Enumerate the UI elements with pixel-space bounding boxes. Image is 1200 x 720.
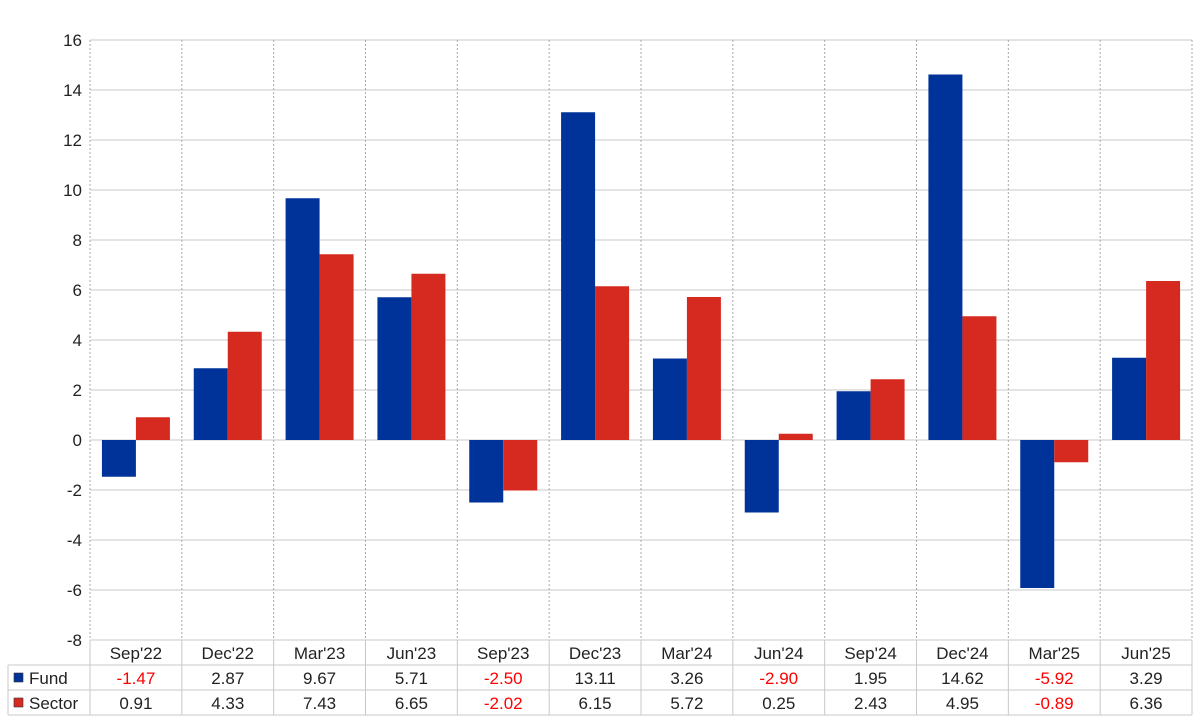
bar-fund-7 [744,440,779,513]
y-tick-label: 10 [63,181,82,200]
data-label-sector: -2.02 [484,694,523,713]
x-category-label: Mar'24 [661,644,712,663]
bar-fund-3 [377,297,412,440]
data-label-fund: 9.67 [303,669,336,688]
data-label-sector: 4.33 [211,694,244,713]
x-category-label: Jun'24 [754,644,804,663]
data-label-fund: 2.87 [211,669,244,688]
y-tick-label: -8 [67,631,82,650]
legend-swatch-fund [13,672,24,683]
bar-sector-5 [595,286,630,440]
data-label-fund: -2.50 [484,669,523,688]
bar-sector-0 [135,417,170,440]
y-tick-label: -6 [67,581,82,600]
bar-sector-9 [962,316,997,440]
data-label-fund: -1.47 [117,669,156,688]
x-category-label: Jun'25 [1121,644,1171,663]
y-tick-label: -2 [67,481,82,500]
y-tick-label: 2 [73,381,82,400]
data-label-fund: 5.71 [395,669,428,688]
x-category-label: Dec'22 [202,644,254,663]
data-label-fund: 3.26 [670,669,703,688]
data-label-sector: 4.95 [946,694,979,713]
bar-sector-4 [503,440,538,491]
legend-swatch-sector [13,697,24,708]
x-category-label: Mar'25 [1029,644,1080,663]
bar-fund-9 [928,74,963,440]
x-category-label: Sep'24 [844,644,896,663]
bar-fund-2 [285,198,320,440]
data-label-sector: 6.36 [1130,694,1163,713]
bar-sector-2 [319,254,354,440]
data-label-fund: 13.11 [574,669,615,688]
y-tick-label: -4 [67,531,82,550]
y-tick-label: 4 [73,331,82,350]
x-category-label: Dec'23 [569,644,621,663]
bar-sector-10 [1054,440,1089,463]
data-label-sector: 5.72 [670,694,703,713]
legend-label-sector: Sector [29,694,78,713]
data-label-fund: 3.29 [1130,669,1163,688]
data-label-sector: -0.89 [1035,694,1074,713]
bar-sector-7 [778,433,813,440]
data-label-sector: 0.91 [119,694,152,713]
data-label-sector: 6.65 [395,694,428,713]
bar-fund-11 [1112,357,1147,440]
data-label-fund: 1.95 [854,669,887,688]
data-label-sector: 6.15 [579,694,612,713]
x-category-label: Mar'23 [294,644,345,663]
data-label-fund: 14.62 [941,669,984,688]
y-tick-label: 8 [73,231,82,250]
bar-fund-10 [1020,440,1055,588]
data-label-fund: -2.90 [759,669,798,688]
bar-fund-6 [652,358,687,440]
y-tick-label: 12 [63,131,82,150]
y-tick-label: 16 [63,31,82,50]
bar-fund-4 [469,440,504,503]
legend-label-fund: Fund [29,669,68,688]
bar-fund-0 [101,440,136,477]
x-category-label: Sep'22 [110,644,162,663]
x-category-label: Dec'24 [936,644,988,663]
data-label-fund: -5.92 [1035,669,1074,688]
bar-sector-11 [1146,281,1181,440]
bar-fund-5 [561,112,596,440]
x-category-label: Sep'23 [477,644,529,663]
data-label-sector: 7.43 [303,694,336,713]
y-tick-label: 6 [73,281,82,300]
bar-fund-1 [193,368,228,440]
y-tick-label: 0 [73,431,82,450]
x-category-label: Jun'23 [387,644,437,663]
bar-sector-3 [411,273,446,440]
bar-sector-1 [227,331,262,440]
data-label-sector: 0.25 [762,694,795,713]
bar-sector-8 [870,379,905,440]
bar-sector-6 [686,297,721,440]
bar-fund-8 [836,391,871,440]
y-tick-label: 14 [63,81,82,100]
data-label-sector: 2.43 [854,694,887,713]
